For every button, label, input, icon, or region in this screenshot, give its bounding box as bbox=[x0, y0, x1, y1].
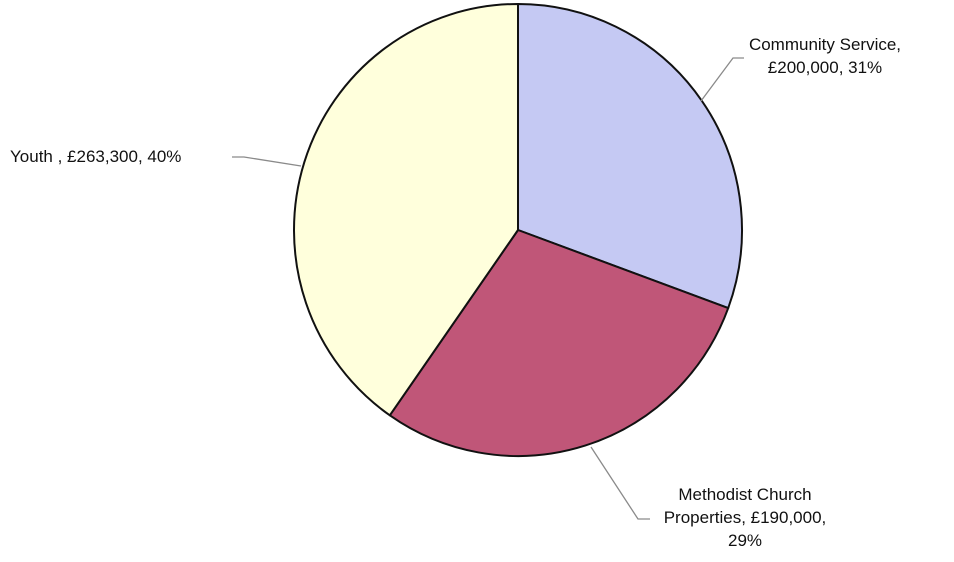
leader-line-youth bbox=[232, 156, 302, 167]
leader-line-methodist-church-properties bbox=[590, 446, 650, 520]
pie-slice-methodist-church-properties bbox=[388, 229, 730, 457]
slice-label-community-service-line-2: £200,000, 31% bbox=[767, 58, 883, 77]
slice-label-community-service-line-1: Community Service, bbox=[748, 35, 902, 54]
slice-label-methodist-line-2: Properties, £190,000, bbox=[663, 508, 827, 527]
slice-label-youth-line-1: Youth , £263,300, 40% bbox=[10, 147, 182, 166]
slice-label-methodist-church-properties: Methodist Church Properties, £190,000, 2… bbox=[630, 483, 860, 552]
pie-slice-youth bbox=[293, 3, 519, 417]
leader-line-community-service bbox=[700, 57, 744, 102]
slice-label-methodist-line-1: Methodist Church bbox=[678, 485, 812, 504]
slice-label-methodist-line-3: 29% bbox=[727, 531, 763, 550]
slice-label-community-service: Community Service, £200,000, 31% bbox=[700, 33, 950, 79]
slice-label-youth: Youth , £263,300, 40% bbox=[10, 145, 232, 168]
